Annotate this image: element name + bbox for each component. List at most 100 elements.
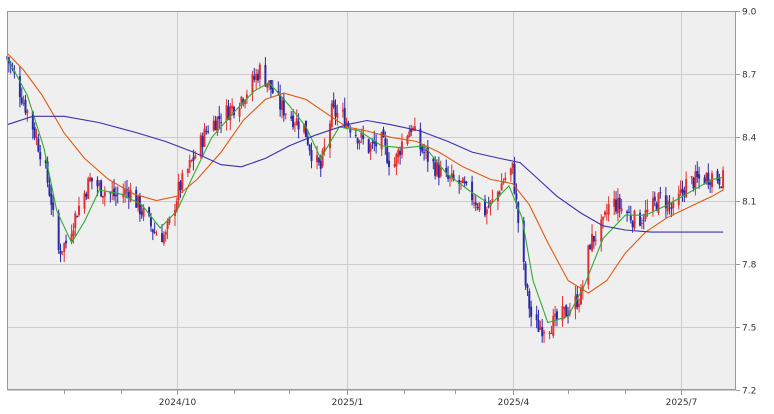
candle-up [694, 171, 697, 188]
candle-up [550, 333, 553, 335]
candle-down [537, 320, 540, 332]
candle-down [85, 194, 88, 197]
candle-down [48, 184, 51, 196]
candle-down [127, 191, 130, 199]
candle-up [504, 177, 507, 181]
candle-up [578, 304, 581, 307]
candle-up [316, 155, 319, 163]
candle-up [284, 113, 287, 115]
x-tick-label: 2024/10 [159, 398, 197, 408]
x-tick-label: 2025/7 [666, 398, 698, 408]
candle-down [524, 263, 527, 286]
candle-down [452, 174, 455, 180]
candle-down [343, 108, 346, 128]
candle-up [722, 170, 725, 188]
candle-down [46, 161, 49, 183]
candle-down [629, 214, 632, 221]
candle-down [192, 157, 195, 161]
candle-down [465, 181, 468, 183]
candle-down [242, 99, 245, 104]
candle-down [135, 189, 138, 208]
candle-down [148, 207, 151, 216]
candle-up [561, 306, 564, 321]
candle-up [496, 191, 499, 201]
candle-down [218, 115, 221, 120]
candle-up [103, 192, 106, 197]
candle-up [543, 332, 546, 334]
candle-up [594, 239, 597, 241]
candle-up [98, 182, 101, 186]
candle-down [626, 211, 629, 214]
candle-down [317, 158, 320, 163]
candle-up [190, 160, 193, 162]
candle-down [471, 181, 474, 201]
x-tick-label: 2025/1 [332, 398, 364, 408]
candle-down [373, 140, 376, 144]
candle-up [255, 73, 258, 81]
candle-down [304, 120, 307, 138]
candle-down [233, 107, 236, 115]
candle-up [677, 193, 680, 206]
candle-up [77, 205, 80, 216]
candle-down [476, 207, 479, 209]
candle-down [541, 327, 544, 337]
candle-down [445, 167, 448, 173]
candle-down [589, 244, 592, 250]
candle-down [52, 202, 55, 210]
candle-up [321, 150, 324, 167]
candle-down [474, 202, 477, 206]
candle-down [720, 186, 723, 189]
candle-down [565, 305, 568, 317]
candle-down [681, 188, 684, 193]
candle-up [603, 211, 606, 216]
candle-up [539, 327, 542, 330]
candle-down [214, 120, 217, 131]
candle-down [437, 163, 440, 178]
candle-down [670, 207, 673, 209]
candle-down [653, 196, 656, 201]
candle-up [74, 213, 77, 229]
candle-down [297, 121, 300, 130]
candle-up [552, 315, 555, 336]
candle-down [655, 203, 658, 211]
candle-up [412, 128, 415, 130]
candle-up [393, 164, 396, 167]
candle-up [705, 173, 708, 182]
candle-up [323, 146, 326, 152]
candle-down [515, 193, 518, 200]
candle-down [718, 178, 721, 185]
candle-down [463, 181, 466, 184]
candle-up [616, 198, 619, 214]
candle-down [100, 180, 103, 197]
candle-up [460, 181, 463, 183]
candle-up [240, 96, 243, 106]
candle-down [96, 179, 99, 187]
candle-down [109, 192, 112, 194]
candle-down [384, 138, 387, 146]
candle-up [690, 176, 693, 178]
candle-up [166, 222, 169, 230]
grid-lines [7, 11, 736, 391]
candle-up [397, 149, 400, 158]
candle-down [24, 99, 27, 113]
candle-down [535, 314, 538, 321]
candle-down [310, 150, 313, 161]
candle-up [35, 136, 38, 139]
candle-down [484, 199, 487, 216]
candle-up [244, 100, 247, 105]
candle-up [672, 202, 675, 209]
candle-down [44, 160, 47, 164]
y-tick-label: 9.0 [742, 8, 757, 18]
candle-up [245, 94, 248, 99]
candle-down [220, 122, 223, 124]
candle-down [555, 311, 558, 321]
candle-up [491, 199, 494, 201]
candle-down [399, 151, 402, 156]
candle-down [639, 212, 642, 226]
candle-down [256, 73, 259, 81]
candle-down [716, 170, 719, 181]
candle-up [395, 153, 398, 167]
candle-up [605, 212, 608, 214]
candle-up [711, 173, 714, 188]
